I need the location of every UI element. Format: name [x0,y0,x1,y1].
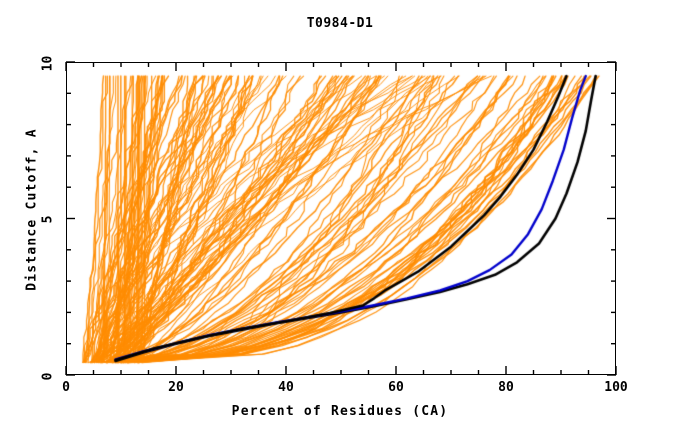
x-tick-label-40: 40 [278,380,294,395]
x-tick-label-100: 100 [604,380,628,395]
y-tick-label-10: 10 [40,55,56,72]
plot-area [66,62,616,375]
y-tick-label-0: 0 [40,372,56,381]
page-title: T0984-D1 [306,16,374,31]
y-tick-label-5: 5 [40,215,56,224]
x-tick-label-0: 0 [62,380,70,395]
x-axis-label: Percent of Residues (CA) [231,404,449,419]
x-tick-label-60: 60 [388,380,404,395]
x-tick-label-20: 20 [168,380,184,395]
x-tick-label-80: 80 [498,380,514,395]
y-axis-label: Distance Cutoff, A [24,128,40,291]
